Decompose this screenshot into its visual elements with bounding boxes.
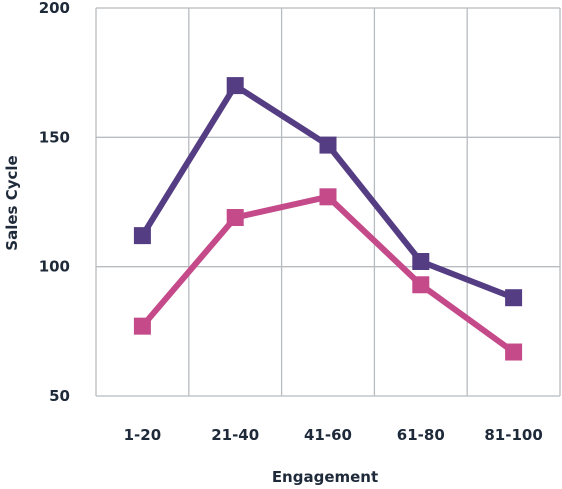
data-point-marker (226, 209, 244, 227)
data-point-marker (412, 252, 430, 270)
y-axis-title: Sales Cycle (3, 155, 21, 250)
x-tick-label: 1-20 (124, 426, 162, 444)
series-group (133, 77, 523, 361)
x-axis-title: Engagement (272, 468, 378, 486)
series-2 (133, 188, 523, 361)
y-tick-label: 150 (39, 128, 70, 146)
y-tick-label: 200 (39, 0, 70, 17)
data-point-marker (505, 343, 523, 361)
data-point-marker (133, 317, 151, 335)
x-tick-label: 41-60 (304, 426, 352, 444)
y-tick-label: 100 (39, 258, 70, 276)
grid (95, 7, 561, 397)
data-point-marker (319, 136, 337, 154)
x-tick-label: 81-100 (484, 426, 542, 444)
data-point-marker (133, 227, 151, 245)
x-axis-ticks: 1-20 21-40 41-60 61-80 81-100 (124, 426, 543, 444)
data-point-marker (412, 276, 430, 294)
y-tick-label: 50 (49, 387, 70, 405)
data-point-marker (505, 289, 523, 307)
x-tick-label: 21-40 (211, 426, 259, 444)
data-point-marker (226, 77, 244, 95)
data-point-marker (319, 188, 337, 206)
y-axis-ticks: 50 100 150 200 (39, 0, 70, 405)
x-tick-label: 61-80 (397, 426, 445, 444)
series-1 (133, 77, 523, 307)
